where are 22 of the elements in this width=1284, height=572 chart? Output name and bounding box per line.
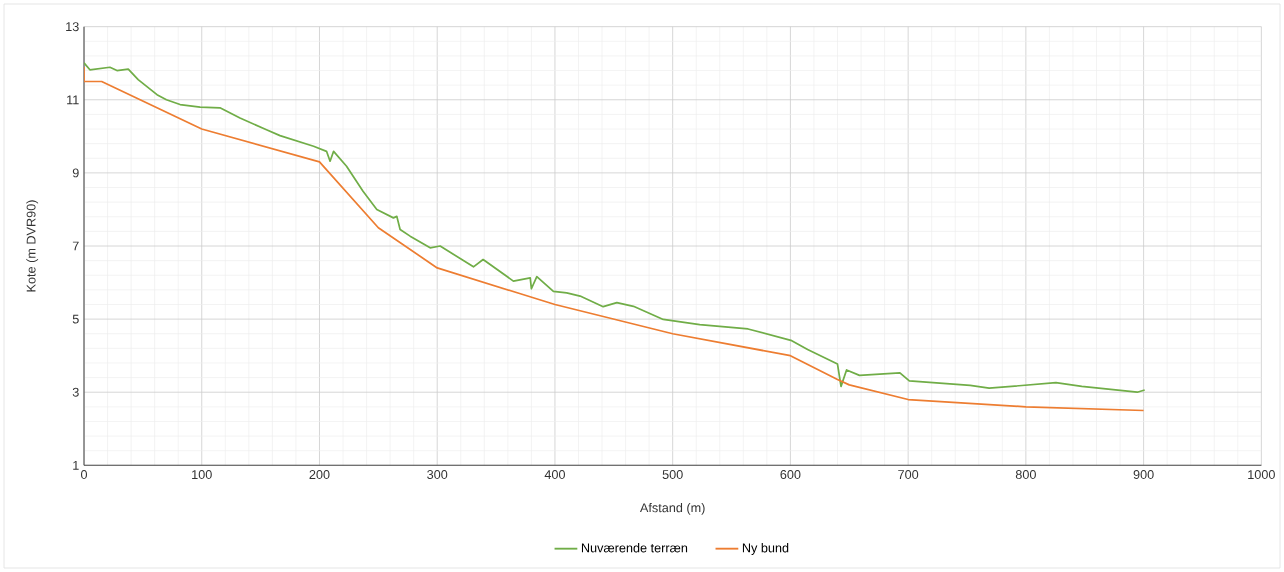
x-tick-label: 600: [780, 470, 801, 480]
x-tick-label: 1000: [1248, 470, 1275, 480]
x-tick-label: 400: [544, 470, 565, 480]
y-tick-label: 1: [73, 460, 79, 470]
y-tick-label: 11: [67, 95, 79, 105]
y-tick-label: 9: [72, 168, 79, 178]
x-axis-title: Afstand (m): [639, 502, 705, 515]
y-axis-title: Kote (m DVR90): [26, 200, 39, 292]
y-tick-label: 3: [72, 387, 79, 397]
x-tick-label: 900: [1133, 470, 1154, 480]
x-tick-label: 200: [309, 470, 330, 480]
x-tick-label: 800: [1015, 470, 1036, 480]
legend-label: Ny bund: [742, 543, 789, 555]
x-tick-label: 100: [192, 470, 212, 480]
legend-label: Nuværende terræn: [581, 543, 688, 553]
x-tick-label: 0: [80, 470, 88, 480]
x-tick-label: 700: [898, 470, 919, 480]
y-tick-label: 7: [72, 241, 79, 251]
y-tick-label: 13: [66, 22, 79, 32]
y-tick-label: 5: [72, 314, 79, 324]
x-tick-label: 300: [427, 470, 448, 480]
x-tick-label: 500: [662, 470, 683, 480]
